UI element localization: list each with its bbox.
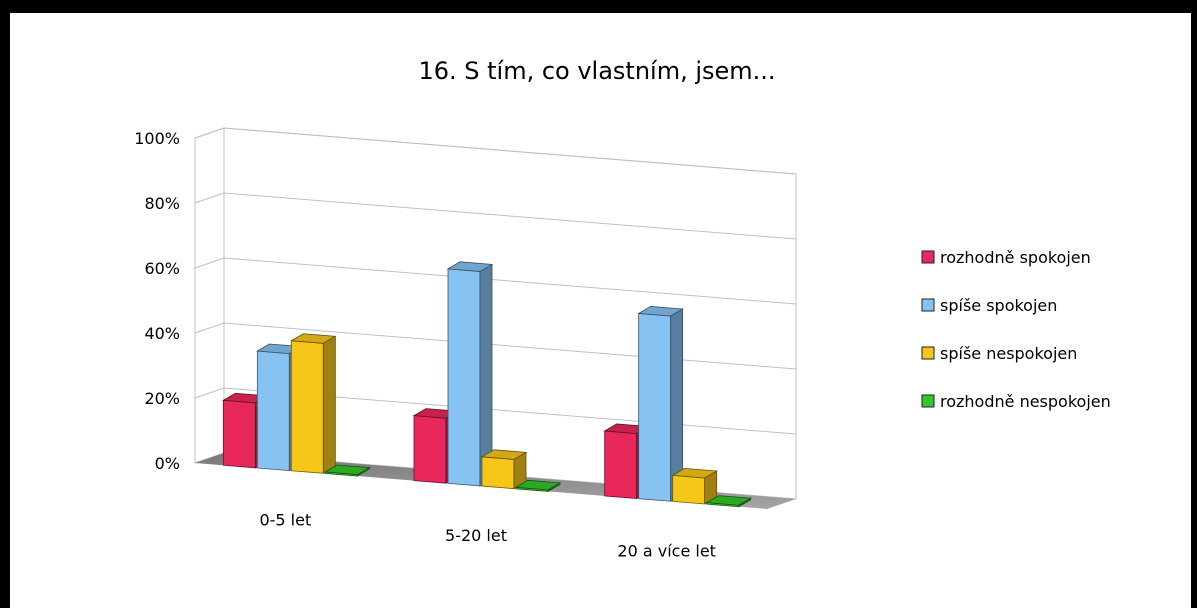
x-category-label: 0-5 let bbox=[259, 511, 311, 530]
y-tick-label: 80% bbox=[144, 194, 180, 213]
bar bbox=[446, 261, 494, 487]
bar bbox=[290, 333, 337, 475]
y-tick-label: 60% bbox=[144, 259, 180, 278]
legend-swatch bbox=[921, 394, 935, 408]
bar-front-face bbox=[256, 350, 290, 472]
bar bbox=[705, 495, 752, 508]
gridline bbox=[194, 257, 797, 305]
legend-swatch bbox=[921, 298, 935, 312]
bar-front-face bbox=[638, 312, 672, 502]
side-wall bbox=[194, 127, 225, 464]
legend-swatch bbox=[921, 250, 935, 264]
bar bbox=[480, 449, 528, 490]
bar-front-face bbox=[604, 430, 638, 499]
bar-top-face bbox=[290, 333, 337, 344]
bar-top-face bbox=[324, 464, 371, 475]
bar-top-face bbox=[514, 479, 562, 491]
bar-front-face bbox=[447, 268, 481, 487]
bar-side-face bbox=[322, 335, 336, 475]
gridline bbox=[194, 322, 797, 370]
legend-label: rozhodně spokojen bbox=[940, 248, 1091, 267]
legend-label: spíše spokojen bbox=[940, 296, 1057, 315]
legend-label: rozhodně nespokojen bbox=[940, 392, 1111, 411]
y-tick-label: 40% bbox=[144, 324, 180, 343]
bar-front-face bbox=[413, 415, 447, 484]
bar bbox=[514, 479, 562, 493]
bar-top-face bbox=[705, 495, 752, 506]
legend: rozhodně spokojen spíše spokojen spíše nes… bbox=[921, 248, 1111, 411]
bar-top-face bbox=[671, 468, 718, 479]
bar-front-face bbox=[222, 399, 256, 469]
legend-swatch bbox=[921, 346, 935, 360]
y-tick-label: 100% bbox=[134, 129, 180, 148]
bar-front-face bbox=[672, 474, 706, 505]
y-tick-label: 0% bbox=[155, 454, 180, 473]
legend-label: spíše nespokojen bbox=[940, 344, 1077, 363]
x-category-label: 5-20 let bbox=[445, 526, 507, 545]
gridline bbox=[194, 127, 797, 175]
plot-area: 0% 20% 40% 60% 80% 100% 0-5 let 5-20 let 20 a ví… bbox=[134, 127, 797, 560]
bar bbox=[637, 306, 684, 502]
y-tick-label: 20% bbox=[144, 389, 180, 408]
bar-front-face bbox=[290, 340, 324, 474]
chart-title: 16. S tím, co vlastním, jsem... bbox=[418, 57, 775, 85]
x-category-label: 20 a více let bbox=[617, 541, 716, 560]
gridline bbox=[194, 387, 797, 435]
bar bbox=[671, 468, 718, 505]
bar-front-face bbox=[481, 456, 515, 490]
bar-top-face bbox=[446, 261, 494, 272]
chart-canvas: 16. S tím, co vlastním, jsem... 0% 20% 40%… bbox=[134, 57, 1111, 560]
gridline bbox=[194, 192, 797, 240]
bar bbox=[324, 464, 371, 477]
bar-top-face bbox=[480, 449, 528, 460]
bar-top-face bbox=[637, 306, 684, 317]
